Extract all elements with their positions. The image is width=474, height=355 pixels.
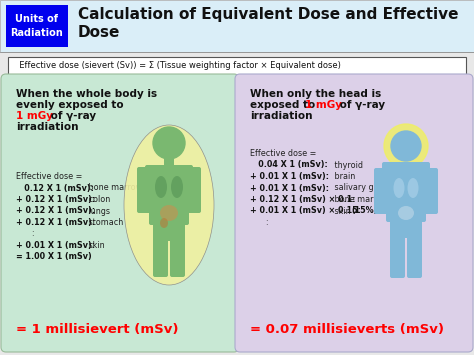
Text: 0.04 X 1 (mSv):: 0.04 X 1 (mSv): [250, 160, 328, 169]
Text: (10%): (10%) [375, 195, 401, 204]
Text: of γ-ray: of γ-ray [47, 111, 96, 121]
FancyBboxPatch shape [390, 232, 405, 278]
Text: irradiation: irradiation [250, 111, 312, 121]
Text: bone marrow: bone marrow [332, 195, 391, 204]
Text: colon: colon [86, 195, 110, 204]
Text: :: : [265, 218, 268, 227]
Text: + 0.01 X 1 (mSv):: + 0.01 X 1 (mSv): [16, 241, 95, 250]
FancyBboxPatch shape [0, 0, 474, 52]
Text: 0.12 X 1 (mSv):: 0.12 X 1 (mSv): [16, 184, 94, 192]
Circle shape [153, 127, 185, 159]
FancyBboxPatch shape [386, 168, 426, 222]
FancyBboxPatch shape [153, 221, 185, 241]
Text: Effective dose =: Effective dose = [250, 149, 316, 158]
Ellipse shape [408, 178, 419, 198]
FancyBboxPatch shape [185, 167, 201, 213]
Ellipse shape [124, 125, 214, 285]
Text: :: : [31, 229, 34, 239]
FancyBboxPatch shape [374, 168, 390, 214]
FancyBboxPatch shape [145, 165, 193, 177]
Text: bone marrow: bone marrow [86, 184, 142, 192]
FancyBboxPatch shape [6, 5, 68, 47]
FancyBboxPatch shape [137, 167, 153, 213]
Text: Effective dose (sievert (Sv)) = Σ (Tissue weighting factor × Equivalent dose): Effective dose (sievert (Sv)) = Σ (Tissu… [14, 61, 341, 71]
FancyBboxPatch shape [8, 57, 466, 75]
Text: skin: skin [86, 241, 105, 250]
Text: salivary gland: salivary gland [332, 184, 391, 192]
FancyBboxPatch shape [1, 74, 239, 352]
FancyBboxPatch shape [407, 232, 422, 278]
FancyBboxPatch shape [390, 218, 422, 238]
Text: Effective dose =: Effective dose = [16, 172, 82, 181]
Text: = 1 millisievert (mSv): = 1 millisievert (mSv) [16, 323, 179, 336]
FancyBboxPatch shape [149, 171, 189, 225]
FancyBboxPatch shape [153, 235, 168, 277]
Text: brain: brain [332, 172, 355, 181]
Text: of γ-ray: of γ-ray [336, 100, 385, 110]
FancyBboxPatch shape [235, 74, 473, 352]
Text: + 0.01 X 1 (mSv):: + 0.01 X 1 (mSv): [250, 184, 329, 192]
Text: + 0.12 X 1 (mSv):: + 0.12 X 1 (mSv): [16, 218, 95, 227]
FancyBboxPatch shape [164, 159, 174, 169]
Text: lungs: lungs [86, 207, 110, 215]
Text: + 0.01 X 1 (mSv):: + 0.01 X 1 (mSv): [250, 172, 329, 181]
Ellipse shape [398, 206, 414, 220]
Ellipse shape [393, 178, 404, 198]
Text: irradiation: irradiation [16, 122, 79, 132]
FancyBboxPatch shape [422, 168, 438, 214]
Circle shape [384, 124, 428, 168]
Text: When the whole body is: When the whole body is [16, 89, 157, 99]
Text: stomach: stomach [86, 218, 123, 227]
FancyBboxPatch shape [382, 162, 430, 174]
Text: 1 mGy: 1 mGy [305, 100, 342, 110]
Text: = 0.07 millisieverts (mSv): = 0.07 millisieverts (mSv) [250, 323, 444, 336]
Text: skin: skin [332, 207, 353, 215]
Text: + 0.12 X 1 (mSv):: + 0.12 X 1 (mSv): [16, 207, 95, 215]
Text: + 0.01 X 1 (mSv) × 0.15:: + 0.01 X 1 (mSv) × 0.15: [250, 207, 361, 215]
Text: When only the head is: When only the head is [250, 89, 381, 99]
Text: + 0.12 X 1 (mSv):: + 0.12 X 1 (mSv): [16, 195, 95, 204]
Text: exposed to: exposed to [250, 100, 319, 110]
Text: 1 mGy: 1 mGy [16, 111, 53, 121]
Text: Calculation of Equivalent Dose and Effective
Dose: Calculation of Equivalent Dose and Effec… [78, 7, 458, 40]
Ellipse shape [160, 218, 168, 228]
Ellipse shape [160, 205, 178, 221]
Text: (15%): (15%) [352, 207, 378, 215]
Text: thyroid: thyroid [332, 160, 363, 169]
Text: = 1.00 X 1 (mSv): = 1.00 X 1 (mSv) [16, 252, 92, 262]
Text: Units of
Radiation: Units of Radiation [10, 14, 64, 38]
FancyBboxPatch shape [170, 235, 185, 277]
Text: evenly exposed to: evenly exposed to [16, 100, 124, 110]
Ellipse shape [155, 176, 167, 198]
Text: + 0.12 X 1 (mSv) × 0.1:: + 0.12 X 1 (mSv) × 0.1: [250, 195, 356, 204]
Circle shape [391, 131, 421, 161]
Ellipse shape [171, 176, 183, 198]
